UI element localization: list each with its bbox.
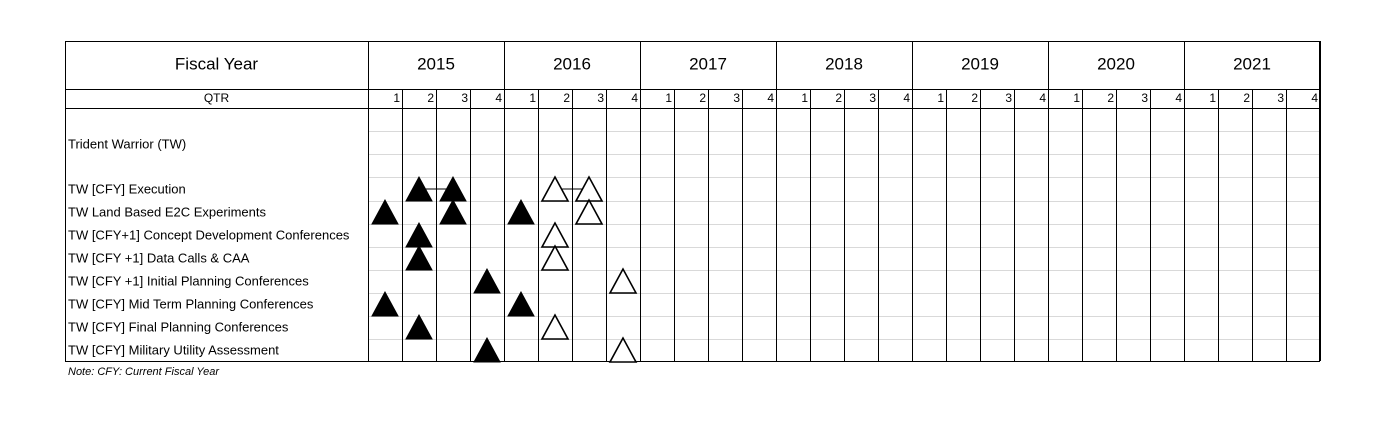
year-2016: 2016 [553,54,591,73]
quarter-number: 4 [903,91,910,105]
quarter-number: 4 [1311,91,1318,105]
planned-milestone-icon [540,221,570,248]
year-2017: 2017 [689,54,727,73]
quarter-number: 3 [461,91,468,105]
planned-milestone-icon [574,198,604,225]
quarter-number: 1 [937,91,944,105]
quarter-number: 4 [495,91,502,105]
quarter-number: 1 [393,91,400,105]
quarter-number: 1 [529,91,536,105]
quarter-number: 4 [1175,91,1182,105]
quarter-number: 3 [1005,91,1012,105]
completed-milestone-icon [507,290,535,317]
quarter-number: 1 [1209,91,1216,105]
quarter-number: 2 [971,91,978,105]
quarter-number: 3 [597,91,604,105]
quarter-number: 2 [563,91,570,105]
planned-milestone-icon [608,267,638,294]
year-2015: 2015 [417,54,455,73]
planned-milestone-icon [540,244,570,271]
quarter-number: 3 [733,91,740,105]
quarter-number: 2 [835,91,842,105]
quarter-number: 2 [1107,91,1114,105]
activity-label: Trident Warrior (TW) [68,136,186,151]
planned-milestone-icon [540,313,570,340]
year-2021: 2021 [1233,54,1271,73]
completed-milestone-icon [405,313,433,340]
footnote: Note: CFY: Current Fiscal Year [68,366,219,378]
quarter-number: 2 [699,91,706,105]
quarter-number: 1 [801,91,808,105]
completed-milestone-icon [405,244,433,271]
completed-milestone-icon [507,198,535,225]
quarter-number: 3 [1141,91,1148,105]
activity-label: TW Land Based E2C Experiments [68,204,266,219]
quarter-number: 2 [427,91,434,105]
activity-label: TW [CFY] Mid Term Planning Conferences [68,296,314,311]
year-2020: 2020 [1097,54,1135,73]
completed-milestone-icon [439,198,467,225]
year-2018: 2018 [825,54,863,73]
fiscal-year-header: Fiscal Year [175,54,258,73]
planned-milestone-icon [608,336,638,363]
activity-label: TW [CFY] Military Utility Assessment [68,342,279,357]
quarter-number: 1 [665,91,672,105]
activity-label: TW [CFY+1] Concept Development Conferenc… [68,227,350,242]
activity-label: TW [CFY +1] Initial Planning Conferences [68,273,309,288]
completed-milestone-icon [405,175,433,202]
quarter-number: 3 [869,91,876,105]
activity-label: TW [CFY +1] Data Calls & CAA [68,250,250,265]
quarter-number: 4 [1039,91,1046,105]
year-2019: 2019 [961,54,999,73]
quarter-number: 3 [1277,91,1284,105]
quarter-number: 4 [631,91,638,105]
completed-milestone-icon [371,290,399,317]
activity-label: TW [CFY] Execution [68,181,186,196]
planned-milestone-icon [540,175,570,202]
table-texts: Fiscal Year QTR 2015 1 2 3 4 2016 1 2 3 4 2017 1 2 3 4 20… [68,54,1318,357]
completed-milestone-icon [473,267,501,294]
quarter-number: 4 [767,91,774,105]
qtr-header: QTR [204,91,230,105]
quarter-number: 2 [1243,91,1250,105]
table-border [65,41,1320,362]
quarter-number: 1 [1073,91,1080,105]
completed-milestone-icon [473,336,501,363]
milestone-markers [371,175,638,363]
completed-milestone-icon [405,221,433,248]
activity-label: TW [CFY] Final Planning Conferences [68,319,289,334]
completed-milestone-icon [371,198,399,225]
table-grid [65,41,1321,362]
